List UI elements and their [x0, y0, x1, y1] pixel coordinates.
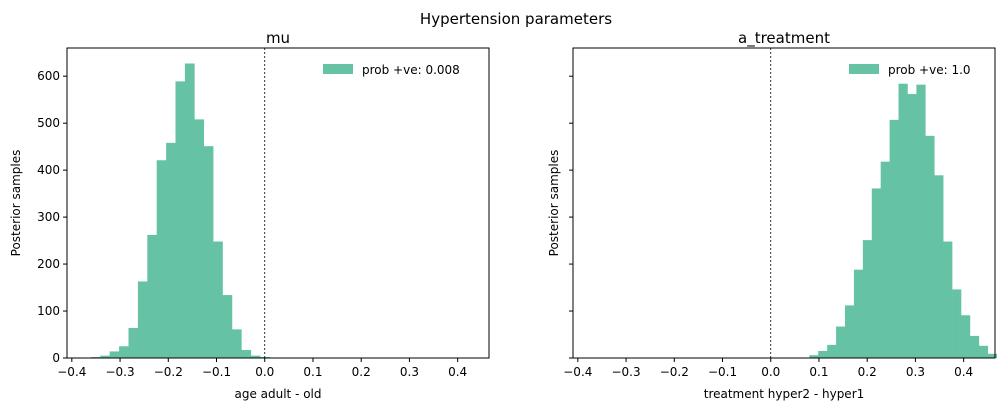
chart-right-bar-13 [925, 135, 935, 358]
chart-left-bar-18 [250, 355, 261, 358]
chart-right-bar-3 [836, 326, 846, 358]
chart-right-x-tick-label-7: 0.3 [906, 365, 925, 379]
chart-right-x-tick-label-3: −0.1 [708, 365, 737, 379]
chart-left-y-tick-label-3: 300 [37, 210, 60, 224]
chart-left-x-tick-label-1: −0.3 [105, 365, 134, 379]
chart-left-x-tick-label-7: 0.3 [400, 365, 419, 379]
chart-right-x-tick-label-5: 0.1 [809, 365, 828, 379]
chart-left-y-tick-label-0: 0 [52, 351, 60, 365]
chart-left-legend: prob +ve: 0.008 [323, 63, 460, 77]
chart-left-bar-10 [175, 81, 186, 358]
chart-left-title: mu [266, 29, 290, 47]
chart-left-bar-14 [213, 241, 223, 358]
chart-right-bar-16 [952, 289, 962, 358]
chart-left-bar-8 [156, 160, 167, 358]
chart-left-xlabel: age adult - old [234, 387, 321, 401]
chart-left-bar-15 [222, 295, 233, 358]
chart-right-bar-20 [987, 353, 997, 358]
chart-left-x-tick-label-4: 0.0 [255, 365, 274, 379]
chart-right-bar-2 [827, 344, 837, 358]
chart-right-bar-10 [898, 83, 908, 358]
chart-left-y-ticks: 0 100 200 300 400 500 600 [37, 69, 67, 365]
chart-left-y-tick-label-4: 400 [37, 163, 60, 177]
chart-right-bars [809, 83, 997, 358]
chart-right-title: a_treatment [738, 29, 830, 48]
chart-right-bar-17 [961, 315, 971, 358]
chart-left-legend-swatch [323, 64, 353, 74]
chart-left-bar-5 [128, 327, 139, 358]
chart-right-x-tick-label-6: 0.2 [858, 365, 877, 379]
chart-left-bar-6 [137, 281, 148, 358]
chart-right-bar-5 [853, 269, 864, 358]
chart-left-x-tick-label-0: −0.4 [57, 365, 86, 379]
chart-right-bar-12 [916, 84, 926, 358]
chart-left-bar-3 [109, 351, 120, 358]
chart-left-bar-7 [147, 234, 157, 358]
chart-left-x-tick-label-2: −0.2 [154, 365, 183, 379]
chart-right: a_treatment −0.4 −0.3 −0.2 −0.1 0.0 0.1 0.2 0.3… [547, 29, 997, 401]
chart-right-y-ticks [569, 75, 573, 359]
chart-right-bar-0 [809, 355, 819, 358]
chart-right-bar-18 [969, 335, 980, 358]
chart-right-xlabel: treatment hyper2 - hyper1 [704, 387, 865, 401]
chart-right-bar-4 [845, 305, 855, 358]
chart-right-legend-swatch [849, 64, 879, 74]
chart-right-bar-7 [871, 188, 881, 358]
chart-left-bar-11 [184, 63, 195, 358]
chart-left-y-tick-label-2: 200 [37, 257, 60, 271]
chart-right-axes-frame [572, 47, 996, 359]
chart-left-bars [81, 63, 270, 358]
chart-right-x-tick-label-0: −0.4 [563, 365, 592, 379]
chart-right-bar-1 [818, 350, 828, 358]
chart-left-bar-2 [100, 355, 110, 358]
chart-left-bar-4 [119, 346, 129, 358]
chart-left-x-ticks: −0.4 −0.3 −0.2 −0.1 0.0 0.1 0.2 0.3 0.4 [57, 358, 467, 379]
chart-right-bar-15 [943, 241, 953, 358]
chart-right-bar-9 [889, 119, 899, 358]
figure-suptitle: Hypertension parameters [420, 10, 612, 28]
chart-right-ylabel: Posterior samples [547, 150, 561, 257]
chart-left-legend-label: prob +ve: 0.008 [362, 63, 460, 77]
chart-right-bar-8 [880, 161, 890, 358]
chart-left-bar-16 [231, 329, 242, 358]
chart-left: mu −0.4 −0.3 −0.2 −0.1 0.0 0.1 0.2 0.3 0.4 0 100 2… [9, 29, 490, 401]
chart-right-x-tick-label-2: −0.2 [660, 365, 689, 379]
chart-left-y-tick-label-1: 100 [37, 304, 60, 318]
chart-left-y-tick-label-5: 500 [37, 116, 60, 130]
chart-right-legend: prob +ve: 1.0 [849, 63, 971, 77]
chart-left-x-tick-label-8: 0.4 [448, 365, 467, 379]
chart-right-legend-label: prob +ve: 1.0 [888, 63, 971, 77]
chart-right-x-ticks: −0.4 −0.3 −0.2 −0.1 0.0 0.1 0.2 0.3 0.4 [563, 358, 973, 379]
chart-right-x-tick-label-8: 0.4 [954, 365, 973, 379]
chart-left-bar-13 [203, 146, 214, 358]
chart-left-x-tick-label-3: −0.1 [202, 365, 231, 379]
chart-right-x-tick-label-4: 0.0 [761, 365, 780, 379]
chart-right-bar-6 [862, 240, 873, 358]
chart-left-axes-frame [66, 47, 490, 359]
chart-left-bar-9 [166, 142, 176, 358]
chart-left-ylabel: Posterior samples [9, 150, 23, 257]
chart-right-bar-11 [907, 94, 917, 358]
chart-right-x-tick-label-1: −0.3 [611, 365, 640, 379]
chart-left-x-tick-label-5: 0.1 [303, 365, 322, 379]
chart-right-bar-14 [934, 175, 944, 358]
chart-left-bar-12 [194, 119, 205, 358]
chart-right-bar-19 [978, 345, 989, 358]
chart-left-y-tick-label-6: 600 [37, 69, 60, 83]
chart-left-bar-17 [241, 350, 252, 358]
chart-left-x-tick-label-6: 0.2 [352, 365, 371, 379]
